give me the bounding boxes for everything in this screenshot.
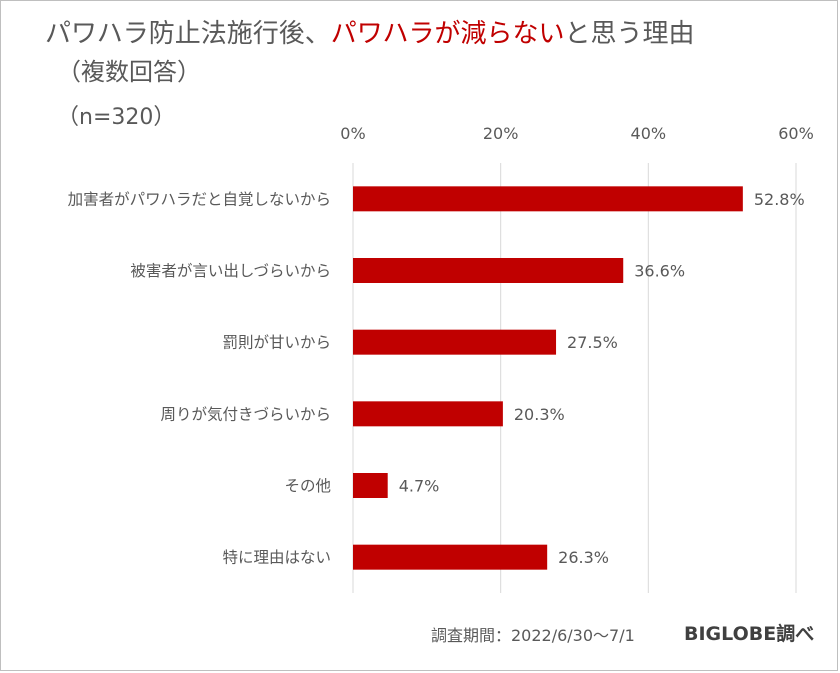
x-tick-label: 20%	[483, 124, 519, 143]
bar	[353, 473, 388, 498]
category-label: 罰則が甘いから	[222, 334, 331, 352]
value-label: 20.3%	[514, 405, 565, 424]
value-label: 26.3%	[558, 548, 609, 567]
title-part1: パワハラ防止法施行後、	[45, 19, 331, 49]
value-label: 27.5%	[567, 333, 618, 352]
bar	[353, 186, 743, 212]
value-label: 52.8%	[754, 190, 805, 209]
sample-size: （n=320）	[57, 105, 176, 130]
x-tick-label: 60%	[778, 124, 814, 143]
x-tick-label: 40%	[631, 124, 667, 143]
survey-period: 調査期間：2022/6/30～7/1	[431, 626, 635, 645]
bar	[353, 401, 503, 427]
category-label: 加害者がパワハラだと自覚しないから	[68, 190, 331, 208]
category-label: 周りが気付きづらいから	[160, 405, 331, 423]
value-label: 36.6%	[634, 262, 685, 281]
title-highlight: パワハラが減らない	[330, 19, 565, 49]
x-tick-label: 0%	[340, 124, 365, 143]
title-part2: と思う理由	[564, 19, 695, 49]
bar	[353, 258, 624, 283]
category-label: 特に理由はない	[222, 549, 331, 567]
chart-title: パワハラ防止法施行後、パワハラが減らないと思う理由	[45, 15, 805, 53]
chart-subtitle: （複数回答）	[57, 58, 201, 86]
value-label: 4.7%	[399, 477, 440, 496]
category-label: 被害者が言い出しづらいから	[130, 262, 331, 280]
bar	[353, 329, 557, 355]
source-brand: BIGLOBE調べ	[684, 623, 815, 645]
category-label: その他	[284, 477, 331, 495]
bar	[353, 544, 548, 570]
